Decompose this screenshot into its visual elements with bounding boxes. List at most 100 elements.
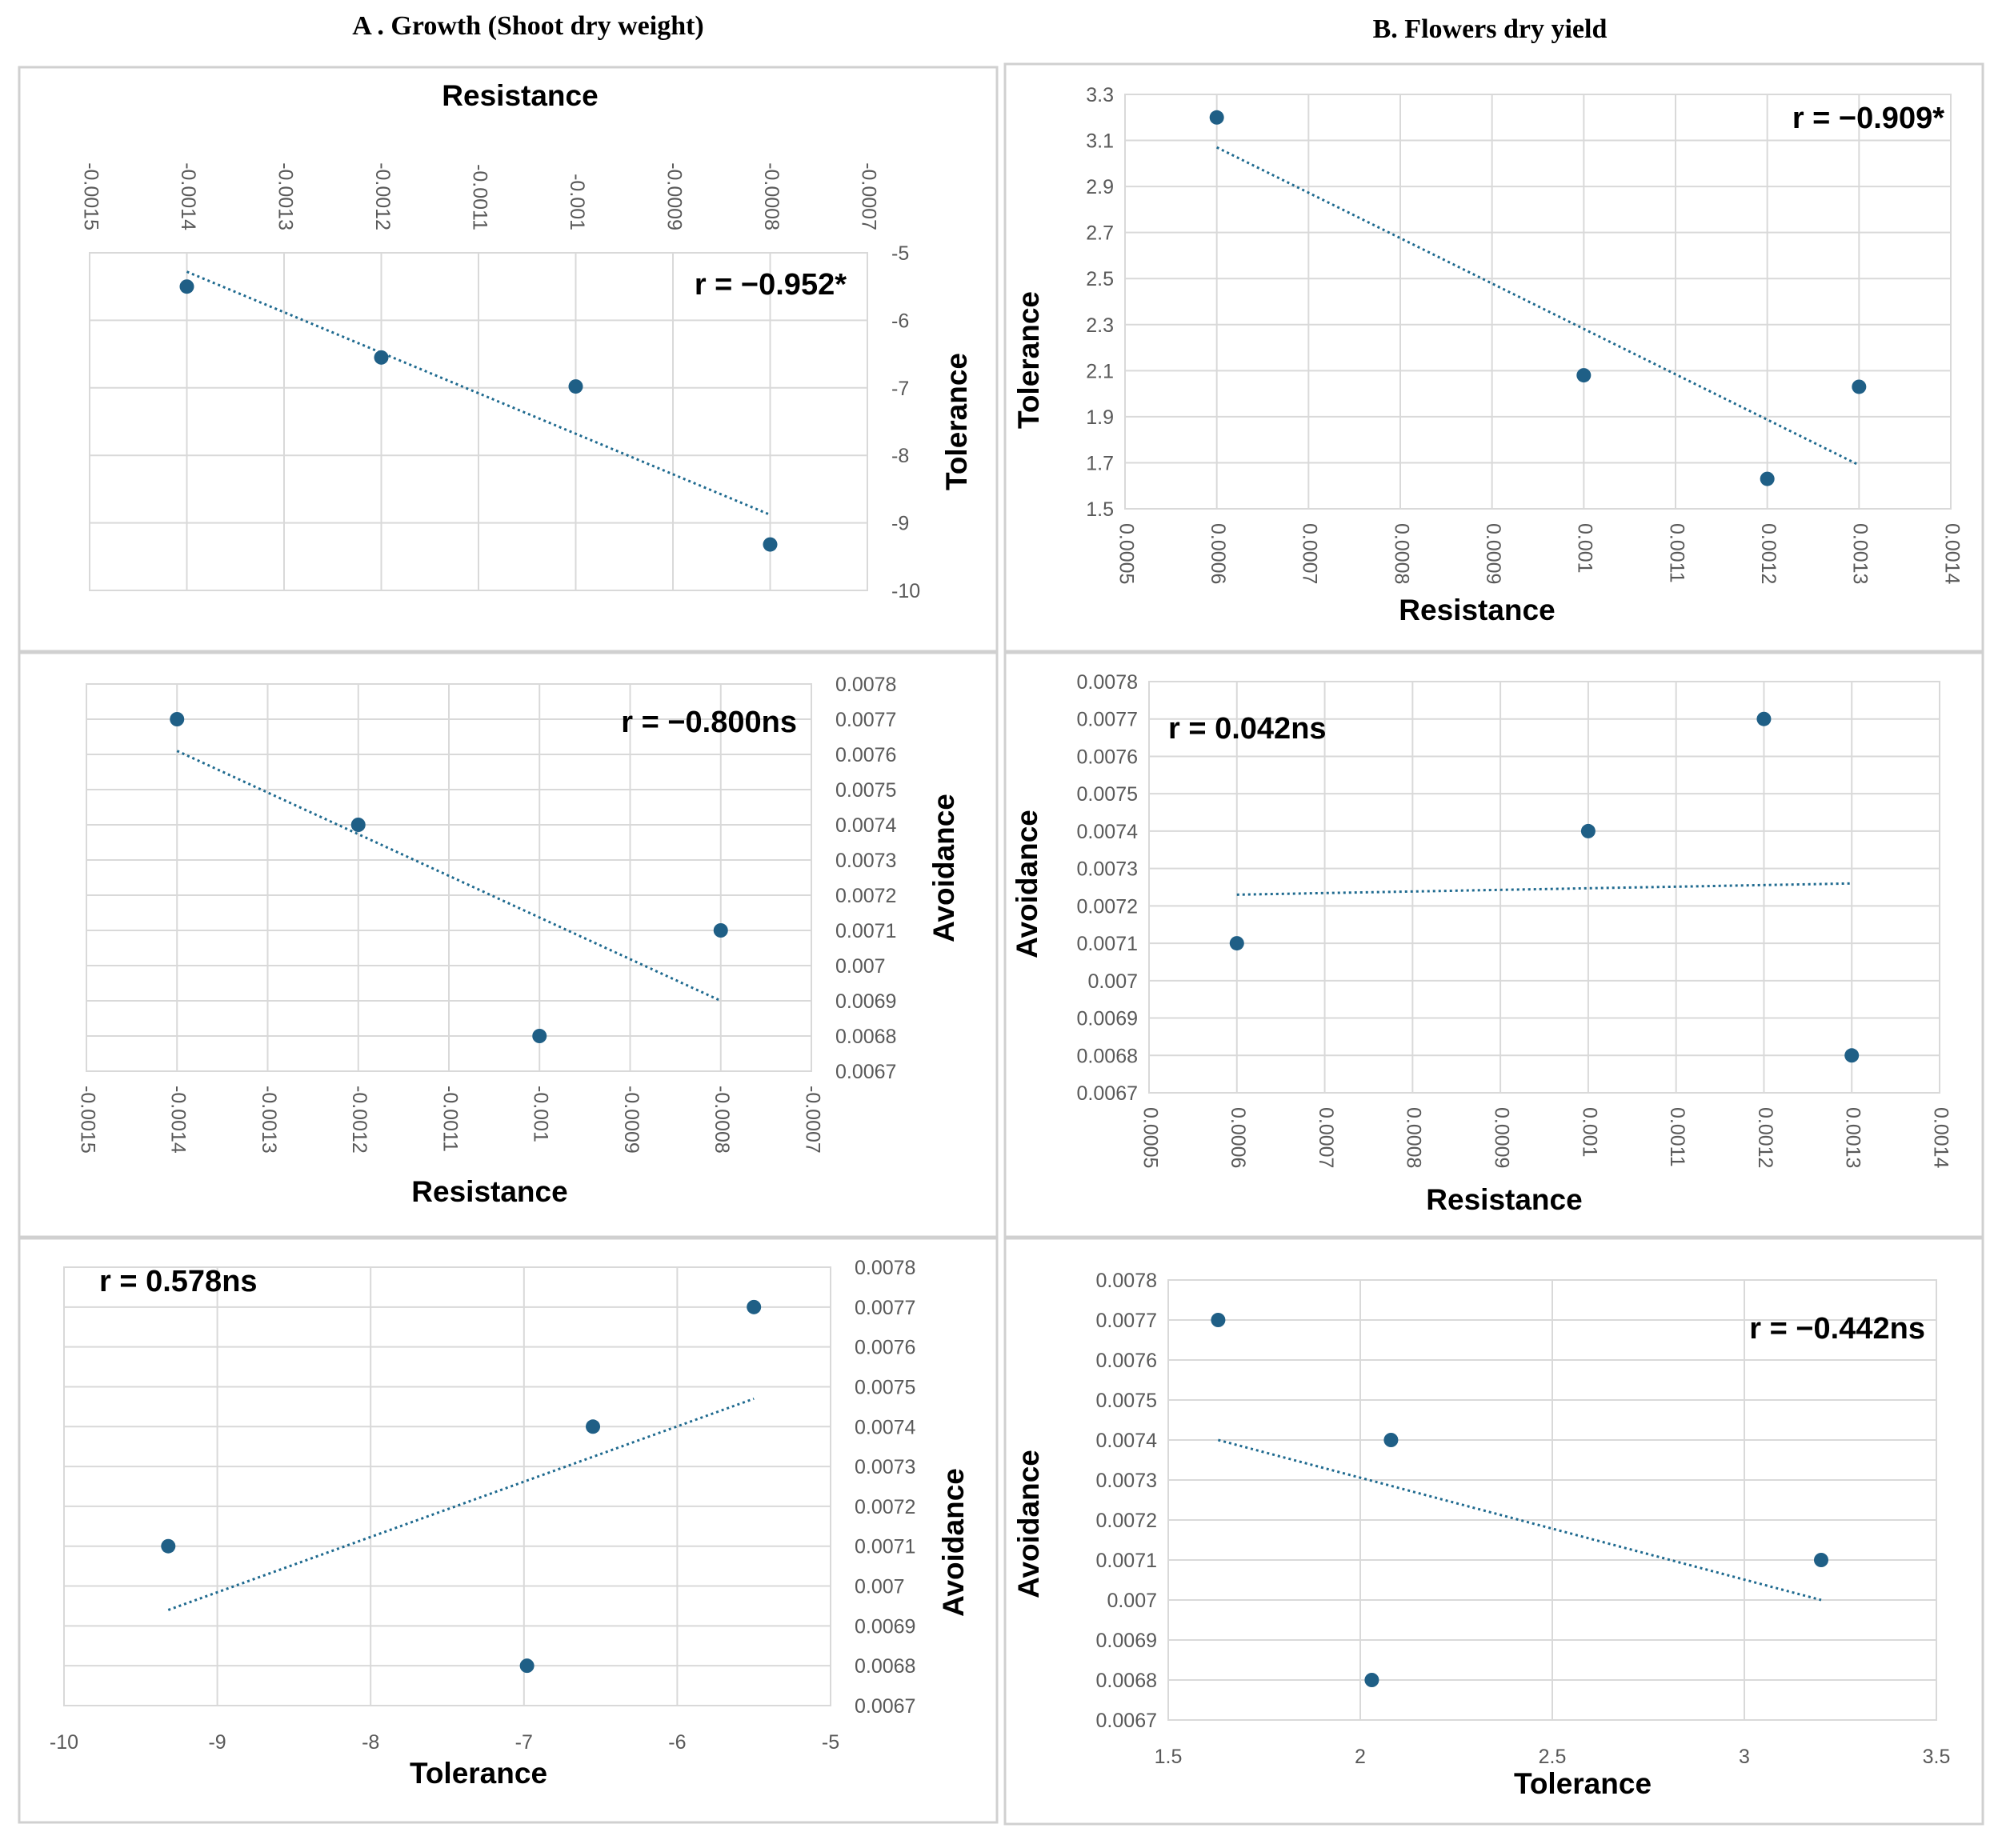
y-tick-label: 0.0076: [1096, 1350, 1157, 1372]
data-point: [586, 1419, 601, 1434]
x-tick-label: 0.0012: [1757, 523, 1780, 584]
y-tick-label: 0.0068: [1077, 1045, 1138, 1067]
correlation-label: r = −0.952*: [695, 268, 847, 302]
y-tick-label: 0.0073: [855, 1456, 915, 1478]
data-point: [519, 1658, 535, 1674]
x-tick-label: 0.0009: [1491, 1107, 1513, 1168]
x-tick-label: 0.0009: [1482, 523, 1504, 584]
x-tick-label: -0.0012: [371, 162, 394, 230]
x-tick-label: -0.0011: [468, 164, 490, 230]
x-tick-label: 0.0006: [1207, 523, 1229, 584]
data-point: [763, 537, 778, 552]
y-tick-label: 0.0067: [855, 1695, 915, 1718]
y-tick-label: 0.0074: [1077, 821, 1139, 843]
y-tick-label: 2.5: [1086, 268, 1114, 290]
header-flowers: B. Flowers dry yield: [1372, 14, 1608, 44]
x-tick-label: 0.0006: [1227, 1107, 1249, 1168]
y-tick-label: 0.0076: [855, 1337, 915, 1359]
y-tick-label: 0.0075: [855, 1376, 915, 1398]
y-tick-label: 0.0074: [835, 814, 897, 837]
y-tick-label: 0.0069: [835, 990, 896, 1013]
x-tick-label: 0.0011: [1666, 1107, 1688, 1167]
y-tick-label: 0.0078: [1096, 1270, 1157, 1292]
y-tick-label: 0.0077: [1096, 1310, 1157, 1332]
y-axis-label: Tolerance: [940, 353, 973, 490]
y-tick-label: 0.0077: [835, 709, 896, 731]
trendline: [167, 1397, 755, 1611]
y-tick-label: 2.9: [1086, 176, 1114, 198]
y-tick-label: 0.0072: [835, 885, 896, 907]
data-point: [170, 712, 185, 726]
y-tick-label: -5: [891, 242, 909, 265]
x-tick-label: -0.0008: [711, 1086, 733, 1154]
y-tick-label: -6: [891, 310, 909, 332]
data-point: [179, 279, 194, 294]
x-tick-label: -5: [822, 1731, 839, 1754]
x-tick-label: -9: [208, 1731, 226, 1754]
correlation-label: r = 0.042ns: [1168, 712, 1327, 746]
data-point: [1211, 1313, 1226, 1327]
y-tick-label: -7: [891, 378, 909, 400]
data-point: [1209, 110, 1224, 125]
x-tick-label: 0.0007: [1315, 1107, 1337, 1168]
chart-B1: 0.0005 0.0006 0.0007 0.0008 0.0009 0.001 0.001…: [1012, 84, 1963, 626]
x-axis-label: Tolerance: [410, 1757, 547, 1790]
y-tick-label: 0.007: [1107, 1590, 1157, 1612]
y-tick-label: 0.0073: [1096, 1470, 1157, 1492]
x-tick-label: -0.0007: [801, 1086, 823, 1154]
data-point: [1229, 936, 1244, 951]
x-tick-label: 0.0014: [1929, 1107, 1952, 1169]
x-tick-label: 0.001: [1578, 1107, 1600, 1158]
panel-frame-1: [18, 66, 999, 653]
data-point: [532, 1029, 547, 1043]
data-point: [568, 379, 583, 394]
x-tick-label: 0.0005: [1139, 1107, 1161, 1168]
x-tick-label: 0.0007: [1299, 523, 1321, 584]
x-tick-label: -0.0008: [760, 162, 783, 230]
plot-area: [63, 1266, 831, 1706]
x-tick-label: -0.0014: [167, 1086, 190, 1154]
y-tick-label: 2.7: [1086, 222, 1114, 245]
y-tick-label: 0.0074: [1096, 1430, 1158, 1452]
y-tick-label: 0.0072: [1077, 895, 1138, 918]
x-tick-label: -10: [50, 1731, 78, 1754]
trendline: [186, 270, 771, 516]
trendline: [1236, 882, 1852, 896]
x-tick-label: -0.0014: [177, 162, 199, 230]
x-tick-label: -0.0012: [348, 1086, 370, 1154]
chart-B3: 1.5 2 2.5 3 3.5 0.0078 0.0077 0.0076 0.0075 0.007…: [1012, 1270, 1950, 1800]
x-tick-label: -0.0013: [258, 1086, 280, 1154]
x-tick-label: 0.001: [1574, 523, 1596, 574]
x-tick-label: -6: [668, 1731, 686, 1754]
x-axis-label: Resistance: [1399, 594, 1555, 626]
data-point: [1814, 1553, 1828, 1567]
x-tick-label: 3: [1739, 1746, 1750, 1768]
y-tick-label: 1.9: [1086, 406, 1114, 429]
correlation-label: r = 0.578ns: [99, 1265, 258, 1298]
data-point: [1576, 368, 1592, 383]
y-tick-label: 0.0067: [1077, 1082, 1138, 1105]
data-point: [350, 818, 366, 832]
y-tick-label: 0.0078: [835, 674, 896, 696]
y-tick-label: 1.5: [1086, 498, 1114, 521]
data-point: [374, 350, 389, 365]
chart-A3: -10 -9 -8 -7 -6 -5 0.0078 0.0077 0.0076 0.0075 0.0…: [50, 1257, 970, 1790]
y-tick-label: 0.0069: [1077, 1008, 1138, 1030]
y-tick-label: 0.0073: [835, 850, 896, 872]
y-tick-label: 3.3: [1086, 84, 1114, 106]
data-point: [713, 923, 728, 938]
y-tick-label: 0.007: [855, 1576, 905, 1598]
y-tick-label: -9: [891, 513, 909, 535]
x-tick-label: 2.5: [1539, 1746, 1567, 1768]
y-tick-label: 0.0067: [1096, 1710, 1157, 1732]
x-tick-label: 0.0008: [1390, 523, 1412, 584]
y-tick-label: 0.0068: [835, 1026, 896, 1048]
data-point: [1844, 1048, 1860, 1063]
chart-B2: 0.0005 0.0006 0.0007 0.0008 0.0009 0.001 0.001…: [1011, 671, 1952, 1216]
header-growth: A . Growth (Shoot dry weight): [352, 11, 704, 41]
panel-frame-2: [1003, 62, 1984, 653]
y-tick-label: 0.0075: [835, 779, 896, 802]
plot-area: [1148, 681, 1940, 1094]
x-tick-label: 0.0011: [1665, 523, 1688, 583]
x-tick-label: 0.0005: [1115, 523, 1137, 584]
